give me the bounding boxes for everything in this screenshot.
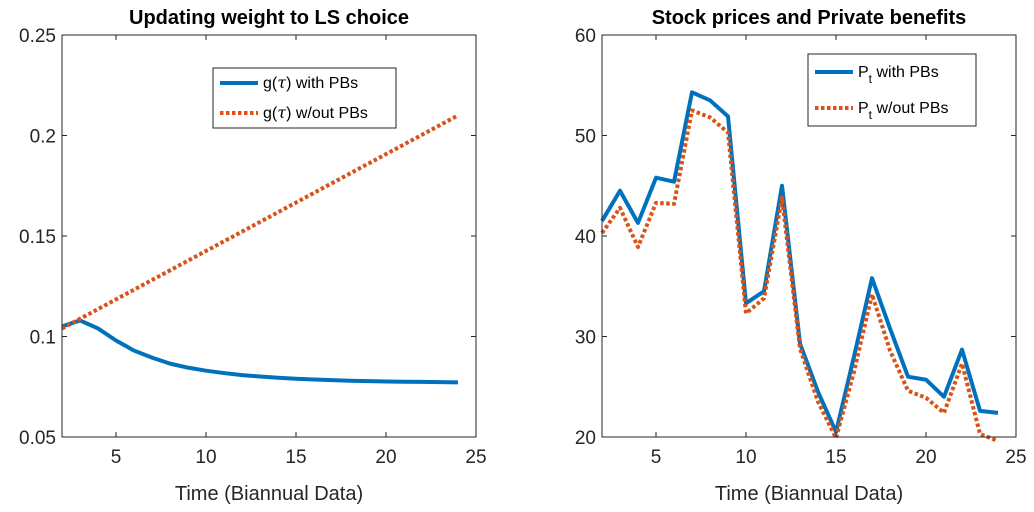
- y-tick-label: 20: [575, 428, 596, 449]
- series-line-1: [61, 318, 459, 385]
- x-tick-label: 15: [825, 447, 846, 468]
- legend-label-symbol: τ: [277, 73, 287, 92]
- legend-label: g(τ) with PBs: [263, 73, 358, 92]
- legend-box: [807, 53, 977, 127]
- legend-label: Pt with PBs: [858, 64, 939, 86]
- legend-label-symbol: τ: [277, 103, 287, 122]
- legend-label-text: g(: [263, 75, 278, 92]
- legend-label: g(τ) w/out PBs: [263, 103, 368, 122]
- x-axis-label: Time (Biannual Data): [175, 483, 363, 505]
- chart-title: Stock prices and Private benefits: [652, 7, 967, 29]
- x-tick-label: 25: [1005, 447, 1026, 468]
- x-tick-label: 10: [735, 447, 756, 468]
- series-line-1: [600, 90, 999, 434]
- x-axis-label: Time (Biannual Data): [715, 483, 903, 505]
- legend-label-text: P: [858, 100, 869, 117]
- legend-label-suffix: w/out PBs: [872, 100, 948, 117]
- legend-label: Pt w/out PBs: [858, 100, 949, 122]
- x-tick-label: 20: [915, 447, 936, 468]
- series-line-2: [61, 113, 459, 331]
- y-tick-label: 0.05: [19, 428, 56, 449]
- y-tick-label: 0.15: [19, 227, 56, 248]
- legend-label-suffix: ) with PBs: [286, 75, 358, 92]
- x-tick-label: 5: [111, 447, 122, 468]
- x-tick-label: 5: [651, 447, 662, 468]
- legend-label-suffix: with PBs: [872, 64, 939, 81]
- legend-label-text: g(: [263, 105, 278, 122]
- x-tick-label: 15: [285, 447, 306, 468]
- legend-box: [212, 67, 397, 129]
- y-tick-label: 60: [575, 26, 596, 47]
- y-tick-label: 0.25: [19, 26, 56, 47]
- y-tick-label: 30: [575, 328, 596, 349]
- chart-1: 5 10 15 20 25 0.05 0.1 0.15 0.2 0.25 Updating weig…: [19, 7, 487, 505]
- series-line-2: [600, 108, 999, 443]
- y-tick-label: 0.1: [30, 328, 56, 349]
- chart-title: Updating weight to LS choice: [129, 7, 409, 29]
- legend-label-suffix: ) w/out PBs: [286, 105, 368, 122]
- y-tick-label: 0.2: [30, 127, 56, 148]
- y-tick-label: 40: [575, 227, 596, 248]
- x-tick-label: 25: [465, 447, 486, 468]
- legend-label-subscript: t: [869, 72, 873, 86]
- x-tick-label: 20: [375, 447, 396, 468]
- chart-2: 5 10 15 20 25 20 30 40 50 60 Stock prices and Priv…: [575, 7, 1027, 505]
- legend-label-text: P: [858, 64, 869, 81]
- legend-label-subscript: t: [869, 108, 873, 122]
- y-tick-label: 50: [575, 127, 596, 148]
- x-tick-label: 10: [195, 447, 216, 468]
